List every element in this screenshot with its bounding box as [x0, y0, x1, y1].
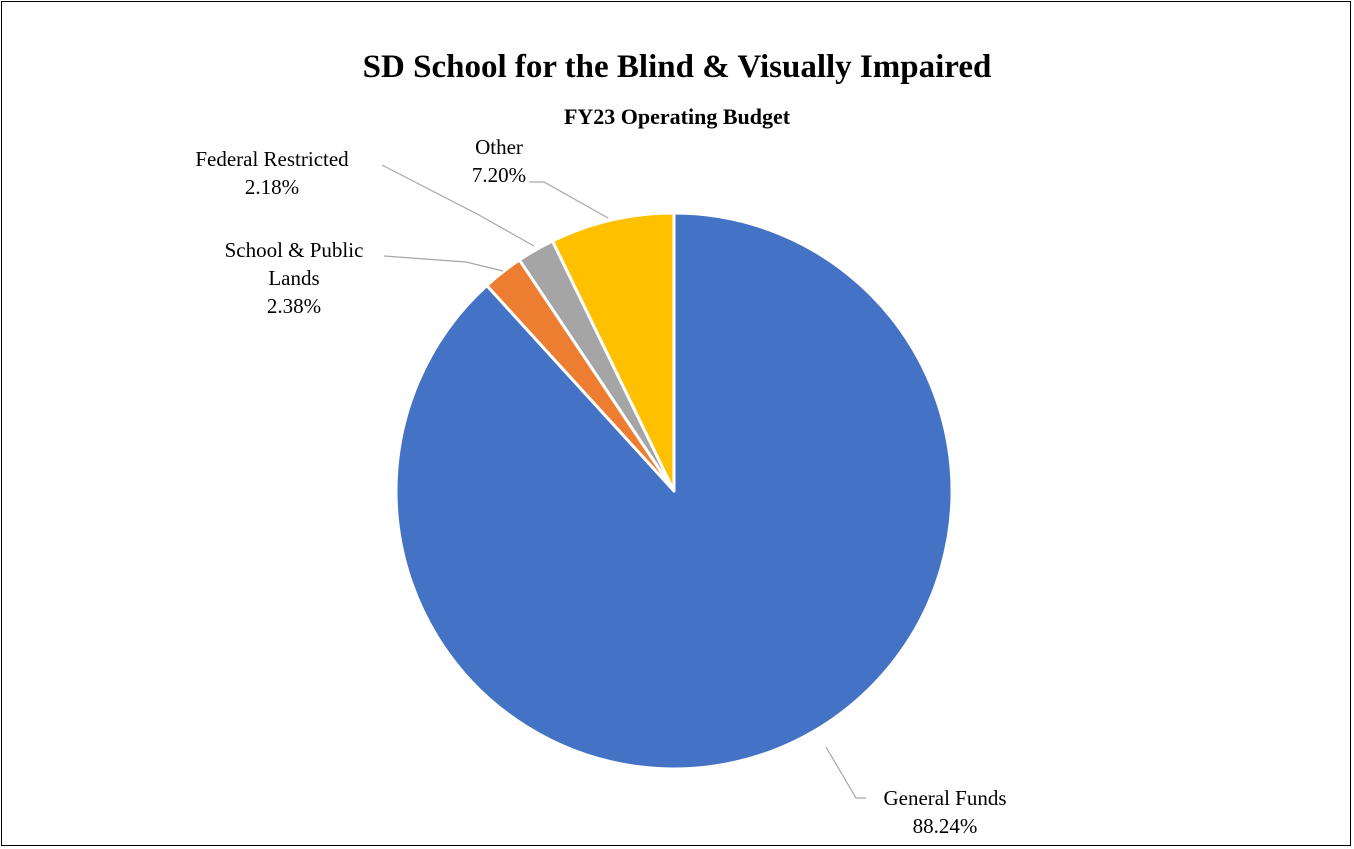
data-label: Federal Restricted 2.18%	[195, 147, 349, 199]
leader-line	[825, 746, 866, 799]
data-label: School & Public Lands 2.38%	[225, 238, 364, 318]
data-label: General Funds 88.24%	[883, 786, 1006, 838]
leader-line	[529, 181, 609, 219]
chart-title: SD School for the Blind & Visually Impai…	[363, 49, 992, 85]
data-label-value: 88.24%	[913, 814, 978, 838]
data-labels: General Funds 88.24% School & Public Lands 2…	[195, 135, 1006, 838]
leader-lines	[381, 164, 866, 799]
data-label-name: School & Public	[225, 238, 364, 262]
data-label-name: Federal Restricted	[195, 147, 349, 171]
data-label: Other 7.20%	[472, 135, 526, 187]
data-label-value: 2.38%	[267, 294, 321, 318]
data-label-value: 7.20%	[472, 163, 526, 187]
data-label-value: 2.18%	[245, 175, 299, 199]
pie-slice-other	[550, 211, 676, 493]
data-label-name: Other	[475, 135, 523, 159]
chart-subtitle: FY23 Operating Budget	[564, 104, 791, 129]
data-label-name: General Funds	[883, 786, 1006, 810]
pie-slices	[394, 211, 954, 771]
leader-line	[381, 164, 535, 247]
leader-line	[383, 255, 504, 272]
data-label-name: Lands	[268, 266, 319, 290]
